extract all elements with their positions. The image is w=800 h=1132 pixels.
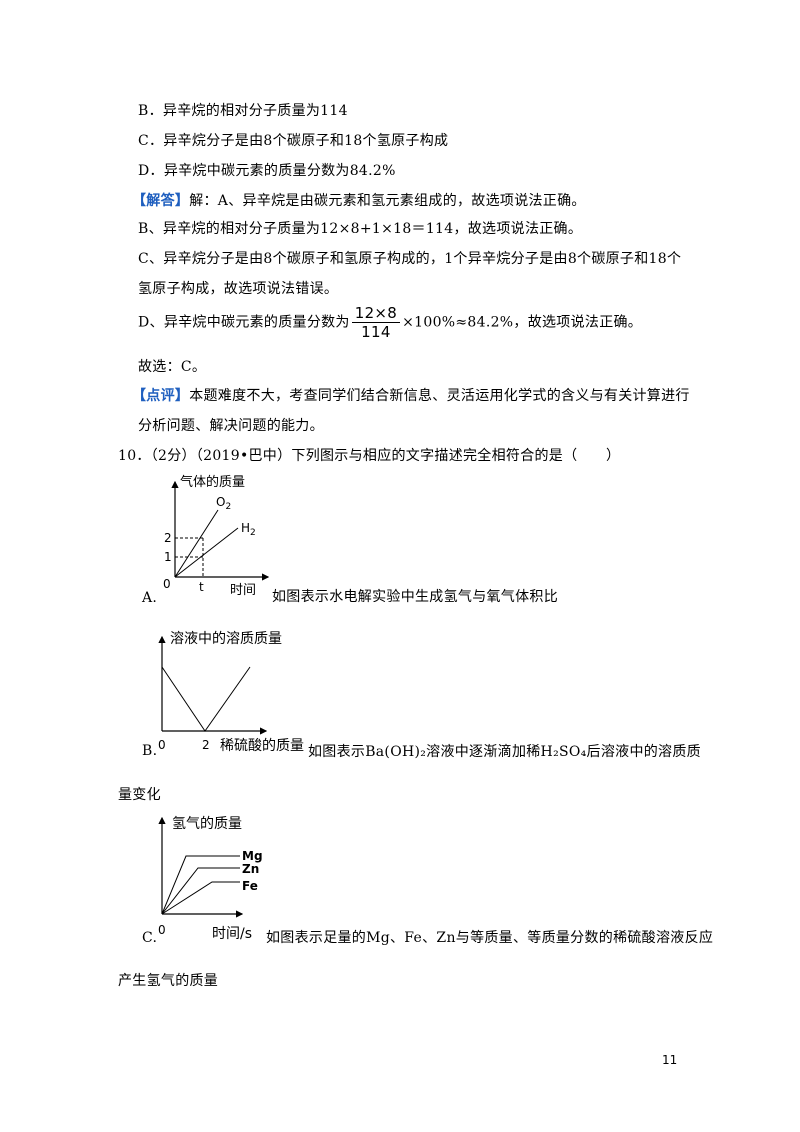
chart-a-y-tick-2: 2: [164, 531, 172, 545]
chart-c-legend-fe: Fe: [242, 879, 258, 893]
answer-d-line: D、异辛烷中碳元素的质量分数为 12×8 114 ×100%≈84.2%，故选项说法正…: [138, 304, 642, 341]
chart-c-origin: 0: [158, 923, 166, 937]
chart-a-origin: 0: [163, 577, 171, 591]
fraction-numerator: 12×8: [351, 304, 401, 323]
chart-b-series: [161, 666, 251, 732]
chart-c-ylabel: 氢气的质量: [172, 816, 242, 832]
fraction: 12×8 114: [351, 304, 401, 341]
chart-a-x-tick: t: [199, 580, 204, 594]
chart-b: 溶液中的溶质质量 稀硫酸的质量 0 2: [158, 631, 304, 754]
chart-c-xlabel: 时间/s: [212, 926, 252, 942]
option-b-text-cont: 量变化: [118, 787, 161, 803]
chart-c-legend-mg: Mg: [242, 849, 263, 863]
answer-d-post: ×100%≈84.2%，故选项说法正确。: [402, 314, 643, 331]
option-c-line: C．异辛烷分子是由8个碳原子和18个氢原子构成: [138, 133, 449, 149]
chart-a: 气体的质量 时间 0 t 1 2 O2 H2: [163, 474, 270, 598]
review-line-1: 【点评】本题难度不大，考查同学们结合新信息、灵活运用化学式的含义与有关计算进行: [132, 385, 690, 405]
chart-a-series-h2: [174, 527, 239, 578]
chart-b-ylabel: 溶液中的溶质质量: [170, 631, 282, 647]
chart-b-xlabel: 稀硫酸的质量: [220, 738, 304, 754]
fraction-denominator: 114: [361, 323, 391, 341]
answer-a-text: 解：A、异辛烷是由碳元素和氢元素组成的，故选项说法正确。: [189, 193, 586, 209]
chart-a-legend-o2: O2: [216, 495, 231, 512]
option-c-text: 如图表示足量的Mg、Fe、Zn与等质量、等质量分数的稀硫酸溶液反应: [266, 930, 714, 946]
chart-c-series-fe: [161, 881, 240, 915]
chart-a-ylabel: 气体的质量: [180, 474, 245, 490]
choice-line: 故选：C。: [138, 359, 207, 375]
answer-a-line: 【解答】解：A、异辛烷是由碳元素和氢元素组成的，故选项说法正确。: [132, 190, 586, 210]
chart-a-xlabel: 时间: [230, 583, 256, 598]
review-text-1: 本题难度不大，考查同学们结合新信息、灵活运用化学式的含义与有关计算进行: [189, 388, 690, 404]
chart-c-series-mg: [161, 855, 240, 915]
chart-b-origin: 0: [158, 738, 166, 752]
answer-c-line-2: 氢原子构成，故选项说法错误。: [138, 281, 339, 297]
chart-a-y-tick-1: 1: [164, 550, 172, 564]
answer-d-pre: D、异辛烷中碳元素的质量分数为: [138, 314, 350, 331]
question-10: 10．（2分）（2019•巴中）下列图示与相应的文字描述完全相符合的是（ ）: [118, 448, 621, 464]
option-c-text-cont: 产生氢气的质量: [118, 973, 219, 989]
chart-a-series-o2: [174, 509, 219, 578]
answer-tag: 【解答】: [132, 193, 190, 209]
page-number: 11: [662, 1053, 678, 1067]
review-line-2: 分析问题、解决问题的能力。: [138, 418, 324, 434]
chart-c: 氢气的质量 时间/s 0 Mg Zn Fe: [158, 816, 263, 942]
chart-c-series-zn: [161, 867, 240, 915]
answer-b-line: B、异辛烷的相对分子质量为12×8+1×18＝114，故选项说法正确。: [138, 221, 583, 237]
chart-a-legend-h2: H2: [241, 521, 256, 538]
option-a-label: A.: [142, 590, 158, 606]
option-d-line: D．异辛烷中碳元素的质量分数为84.2%: [138, 163, 396, 179]
option-b-text: 如图表示Ba(OH)₂溶液中逐渐滴加稀H₂SO₄后溶液中的溶质质: [308, 744, 701, 760]
option-b-line: B．异辛烷的相对分子质量为114: [138, 103, 348, 119]
answer-c-line-1: C、异辛烷分子是由8个碳原子和氢原子构成的，1个异辛烷分子是由8个碳原子和18个: [138, 251, 682, 267]
chart-b-x-tick: 2: [202, 738, 210, 752]
option-a-text: 如图表示水电解实验中生成氢气与氧气体积比: [272, 589, 558, 605]
chart-c-legend-zn: Zn: [242, 862, 259, 876]
option-b-label: B.: [142, 743, 158, 759]
review-tag: 【点评】: [132, 388, 190, 404]
option-c-label: C.: [142, 930, 158, 946]
